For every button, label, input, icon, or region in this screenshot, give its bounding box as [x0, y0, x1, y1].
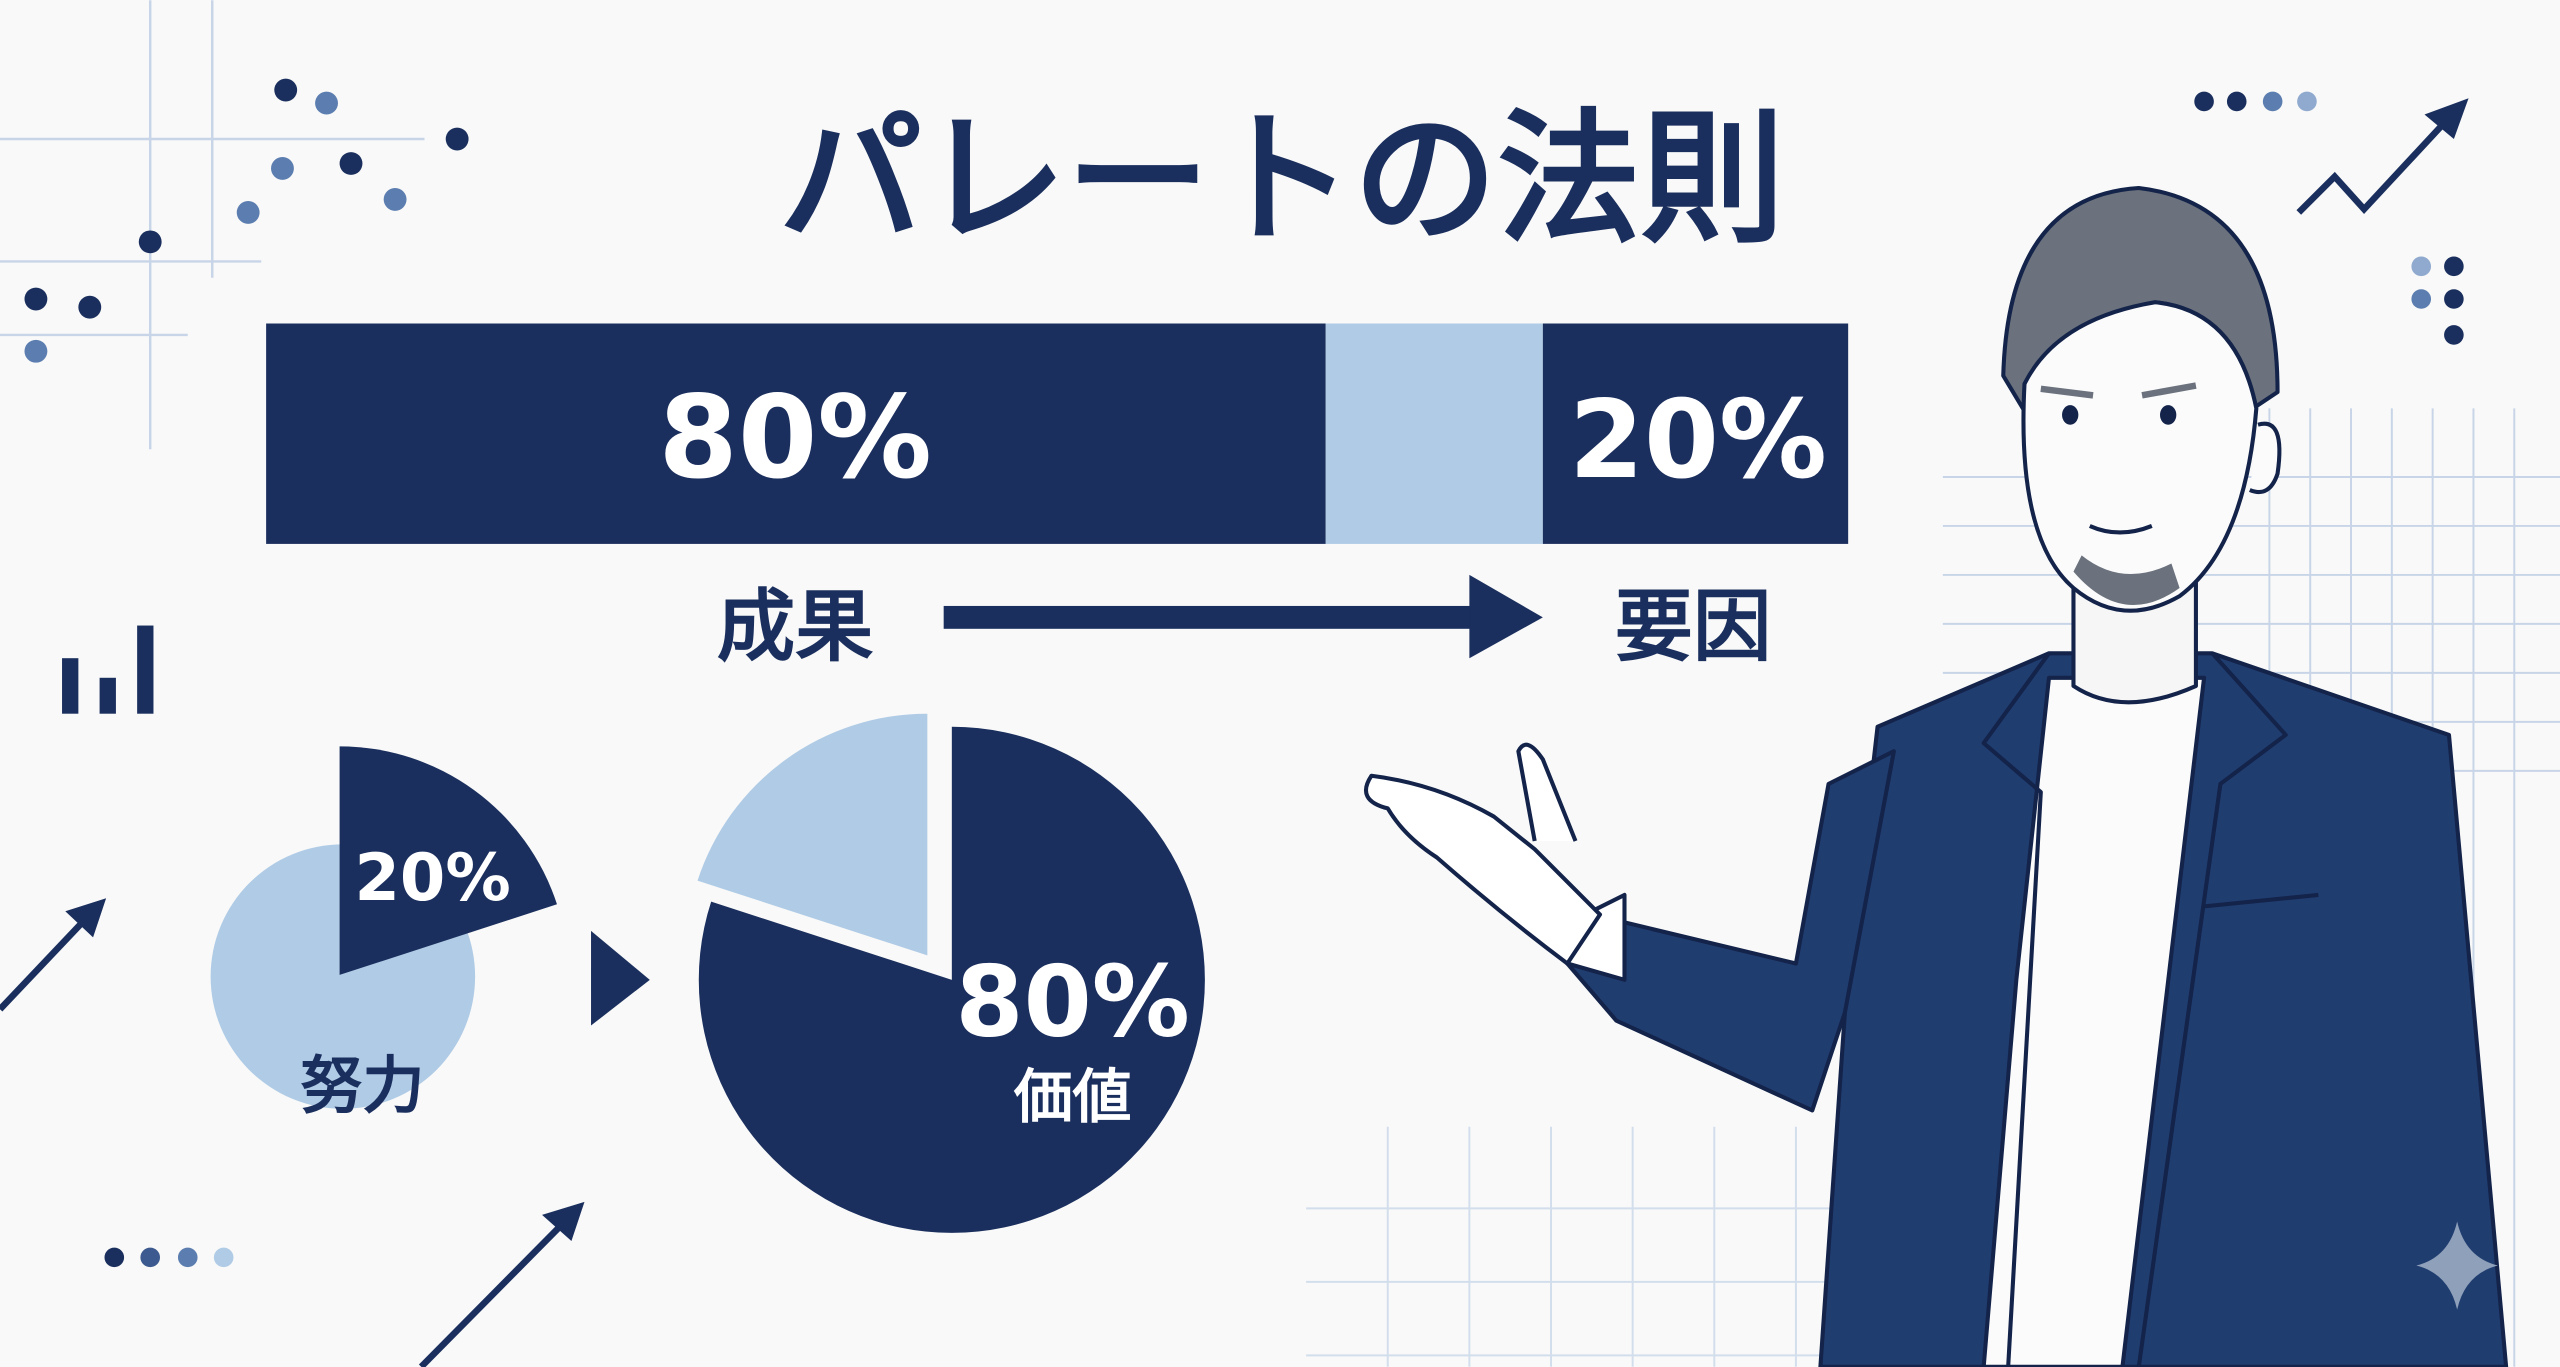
small-pie: 20% 努力: [210, 746, 557, 1122]
small-pie-label: 20%: [355, 840, 511, 916]
play-arrow-icon: [591, 930, 650, 1026]
small-pie-caption: 努力: [300, 1049, 424, 1122]
small-pie-slice-20: [339, 746, 557, 975]
pareto-bar: 80% 20%: [266, 323, 1849, 544]
trend-arrow-icon: [0, 98, 2469, 1367]
bar-label-20: 20%: [1569, 378, 1827, 503]
bar-label-80: 80%: [658, 371, 932, 504]
grid-decoration-top-left: [0, 0, 425, 450]
bar-segment-80: [266, 323, 1326, 544]
result-label: 成果: [717, 581, 874, 672]
bar-chart-icon: [62, 625, 154, 714]
sparkle-icon: [2416, 1221, 2498, 1310]
presenter-illustration: [1364, 185, 2509, 1367]
big-pie-slice-20: [697, 713, 928, 956]
dots-icon: [24, 78, 2464, 1268]
big-pie: 80% 価値: [697, 713, 1205, 1233]
bar-segment-20: [1542, 323, 1849, 544]
arrow-right-icon: [943, 574, 1543, 659]
page-title: パレートの法則: [779, 96, 1785, 263]
bar-segment-gap: [1325, 323, 1543, 544]
grid-decoration-bottom: [1306, 1126, 1879, 1367]
big-pie-label: 80%: [955, 945, 1189, 1059]
cause-label: 要因: [1615, 581, 1772, 672]
big-pie-caption: 価値: [1013, 1062, 1132, 1131]
big-pie-slice-80: [698, 726, 1205, 1233]
